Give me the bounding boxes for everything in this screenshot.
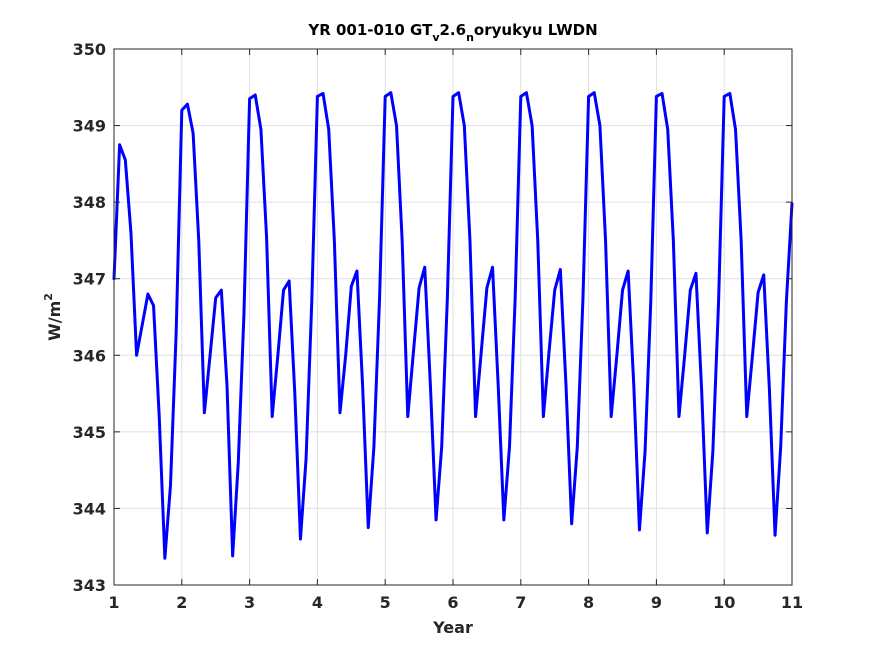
x-tick-label: 1 <box>108 593 119 612</box>
x-axis-label: Year <box>432 618 473 637</box>
chart-title: YR 001-010 GTv2.6noryukyu LWDN <box>307 21 597 44</box>
x-tick-labels: 1 2 3 4 5 6 7 8 9 10 11 <box>108 593 803 612</box>
y-tick-label: 347 <box>73 270 106 289</box>
chart-title-prefix: YR 001-010 GT <box>307 21 433 39</box>
series-group <box>112 91 794 560</box>
chart-title-sub2: n <box>466 31 474 44</box>
x-tick-label: 2 <box>176 593 187 612</box>
y-axis-label-sup: 2 <box>42 293 55 301</box>
chart-title-suffix: oryukyu LWDN <box>474 21 598 39</box>
y-axis-label: W/m2 <box>42 293 64 341</box>
chart-title-mid: 2.6 <box>439 21 466 39</box>
x-tick-label: 7 <box>515 593 526 612</box>
ticks <box>113 48 793 586</box>
y-tick-label: 349 <box>73 117 106 136</box>
x-tick-label: 6 <box>447 593 458 612</box>
x-tick-label: 4 <box>312 593 323 612</box>
x-tick-label: 11 <box>781 593 803 612</box>
x-tick-label: 9 <box>651 593 662 612</box>
x-tick-label: 5 <box>380 593 391 612</box>
y-axis-label-base: W/m <box>45 301 64 341</box>
x-tick-label: 3 <box>244 593 255 612</box>
x-tick-label: 8 <box>583 593 594 612</box>
y-tick-label: 345 <box>73 423 106 442</box>
y-tick-label: 346 <box>73 346 106 365</box>
series-line <box>112 91 794 560</box>
y-tick-labels: 343 344 345 346 347 348 349 350 <box>73 40 106 595</box>
x-tick-label: 10 <box>713 593 735 612</box>
y-tick-label: 343 <box>73 576 106 595</box>
y-tick-label: 348 <box>73 193 106 212</box>
y-tick-label: 350 <box>73 40 106 59</box>
chart-title-sub1: v <box>432 31 440 44</box>
y-tick-label: 344 <box>73 499 106 518</box>
